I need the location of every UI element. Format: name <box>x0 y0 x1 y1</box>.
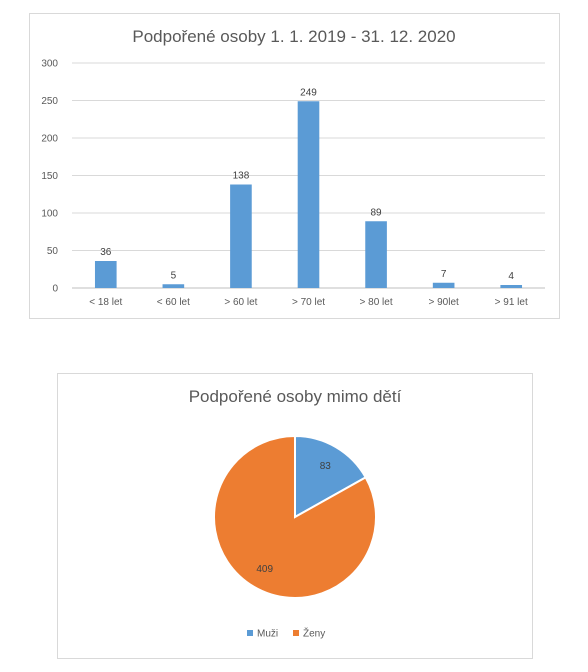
bar <box>432 282 455 288</box>
bar-chart-data-labels: 36 5 138 249 89 7 4 <box>100 87 514 282</box>
x-tick-label: > 70 let <box>292 297 325 308</box>
x-tick-label: < 18 let <box>89 297 122 308</box>
pie-chart-data-labels: 83 409 <box>256 461 331 575</box>
y-tick-label: 50 <box>47 246 59 257</box>
y-tick-label: 0 <box>52 284 58 295</box>
pie-chart: Podpořené osoby mimo dětí 83 409 Muži Ženy <box>189 387 402 640</box>
pie-chart-title: Podpořené osoby mimo dětí <box>189 387 402 406</box>
bar <box>500 285 523 288</box>
bar-chart-y-ticks: 0 50 100 150 200 250 300 <box>41 59 58 295</box>
legend-swatch <box>293 630 299 636</box>
legend-swatch <box>247 630 253 636</box>
bar-data-label: 249 <box>300 87 317 98</box>
bar-data-label: 89 <box>371 207 383 218</box>
pie-slice <box>213 434 377 599</box>
pie-chart-slices <box>213 434 377 599</box>
y-tick-label: 300 <box>41 59 58 70</box>
x-tick-label: > 60 let <box>224 297 257 308</box>
pie-data-label: 409 <box>256 564 273 575</box>
bar <box>162 284 185 288</box>
bar <box>297 101 320 288</box>
y-tick-label: 200 <box>41 134 58 145</box>
x-tick-label: < 60 let <box>157 297 190 308</box>
pie-chart-container: Podpořené osoby mimo dětí 83 409 Muži Ženy <box>57 373 533 659</box>
bar-data-label: 138 <box>233 171 250 182</box>
bar-chart-title: Podpořené osoby 1. 1. 2019 - 31. 12. 202… <box>132 27 455 46</box>
bar-chart-bars <box>94 101 523 288</box>
bar-chart-x-ticks: < 18 let < 60 let > 60 let > 70 let > 80 let… <box>89 297 528 308</box>
pie-data-label: 83 <box>320 461 332 472</box>
bar-chart-container: Podpořené osoby 1. 1. 2019 - 31. 12. 202… <box>29 13 560 319</box>
pie-slice <box>294 434 368 519</box>
bar <box>365 221 387 288</box>
y-tick-label: 250 <box>41 96 58 107</box>
pie-chart-legend: Muži Ženy <box>247 627 325 640</box>
bar-data-label: 36 <box>100 247 112 258</box>
bar-data-label: 5 <box>171 270 177 281</box>
y-tick-label: 150 <box>41 171 58 182</box>
y-tick-label: 100 <box>41 209 58 220</box>
bar <box>230 184 252 288</box>
bar-chart: Podpořené osoby 1. 1. 2019 - 31. 12. 202… <box>41 27 545 308</box>
bar-data-label: 4 <box>508 271 514 282</box>
x-tick-label: > 80 let <box>360 297 393 308</box>
x-tick-label: > 90let <box>428 297 459 308</box>
legend-label: Muži <box>257 629 278 640</box>
x-tick-label: > 91 let <box>495 297 528 308</box>
bar <box>94 261 117 288</box>
bar-data-label: 7 <box>441 269 447 280</box>
legend-label: Ženy <box>303 627 325 640</box>
